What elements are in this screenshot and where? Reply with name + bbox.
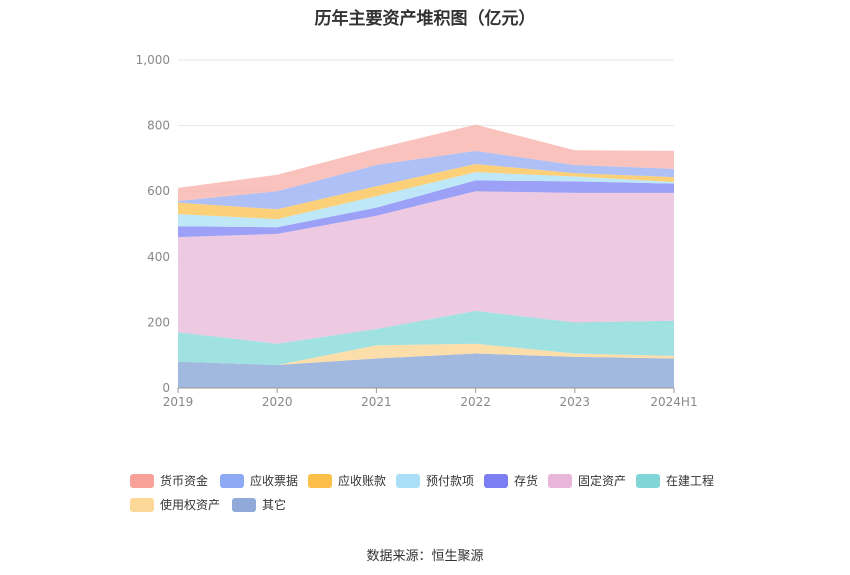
legend-item[interactable]: 应收账款 [308, 472, 386, 489]
legend-label: 应收票据 [250, 474, 299, 488]
x-tick-label: 2023 [560, 395, 591, 409]
legend-swatch [220, 473, 244, 488]
legend-item[interactable]: 应收票据 [220, 472, 298, 489]
axes: 0 200 400 600 800 1,000 2019 2020 2021 2022 2023 20… [136, 53, 698, 409]
y-tick-label: 0 [162, 381, 170, 395]
data-source: 数据来源：恒生聚源 [366, 549, 484, 564]
area-series [178, 124, 674, 388]
legend-label: 存货 [514, 474, 539, 488]
legend-label: 应收账款 [338, 474, 387, 488]
x-tick-label: 2020 [262, 395, 293, 409]
area-series-应收账款 [178, 163, 674, 220]
x-tick-label: 2021 [361, 395, 392, 409]
x-tick-label: 2024H1 [650, 395, 697, 409]
legend-item[interactable]: 在建工程 [636, 472, 714, 489]
y-tick-label: 800 [147, 119, 170, 133]
legend-label: 货币资金 [160, 474, 209, 488]
legend-label: 固定资产 [578, 474, 627, 488]
legend-item[interactable]: 固定资产 [548, 472, 626, 489]
area-series-应收票据 [178, 150, 674, 210]
stacked-area-chart: 0 200 400 600 800 1,000 2019 2020 2021 2022 2023 20… [136, 53, 698, 409]
y-tick-label: 200 [147, 315, 170, 329]
legend-item[interactable]: 使用权资产 [130, 496, 220, 513]
legend-swatch [130, 473, 154, 488]
legend-label: 其它 [262, 498, 287, 512]
legend-item[interactable]: 预付款项 [396, 472, 474, 489]
legend-label: 使用权资产 [160, 498, 221, 512]
legend-swatch [130, 497, 154, 512]
legend-swatch [232, 497, 256, 512]
area-series-存货 [178, 180, 674, 238]
legend-swatch [308, 473, 332, 488]
legend-swatch [396, 473, 420, 488]
x-tick-label: 2019 [163, 395, 194, 409]
area-series-在建工程 [178, 310, 674, 366]
y-tick-label: 600 [147, 184, 170, 198]
legend-swatch [636, 473, 660, 488]
legend-item[interactable]: 存货 [484, 472, 538, 489]
legend-swatch [484, 473, 508, 488]
area-series-货币资金 [178, 124, 674, 202]
chart-title: 历年主要资产堆积图（亿元） [314, 9, 536, 29]
area-series-预付款项 [178, 172, 674, 228]
legend-item[interactable]: 货币资金 [130, 472, 208, 489]
y-tick-label: 400 [147, 250, 170, 264]
area-series-其它 [178, 353, 674, 388]
y-tick-label: 1,000 [136, 53, 170, 67]
area-series-使用权资产 [178, 343, 674, 366]
legend-swatch [548, 473, 572, 488]
legend-label: 在建工程 [666, 474, 715, 488]
legend-label: 预付款项 [426, 474, 475, 488]
legend-item[interactable]: 其它 [232, 496, 286, 513]
x-tick-label: 2022 [460, 395, 491, 409]
area-series-固定资产 [178, 191, 674, 344]
